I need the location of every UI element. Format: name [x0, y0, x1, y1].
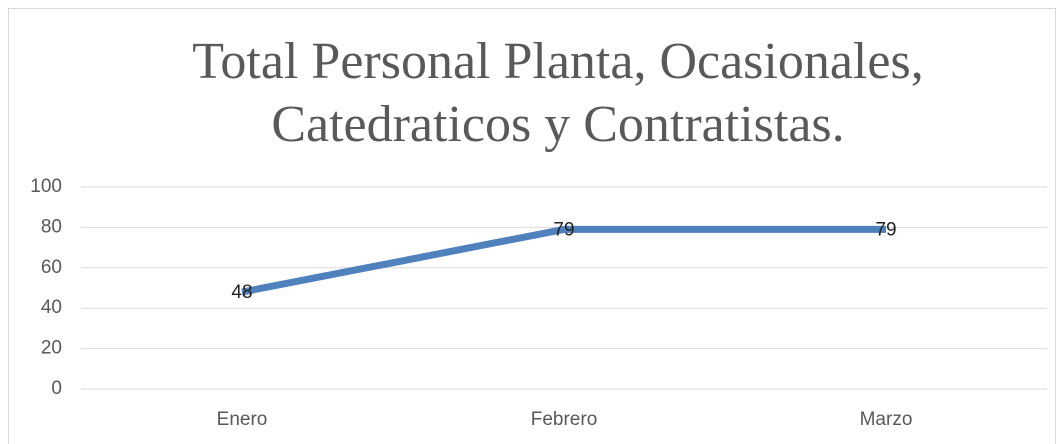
data-label: 48: [231, 282, 252, 303]
y-tick-label: 100: [30, 176, 62, 197]
data-label: 79: [875, 219, 896, 240]
line-series: [241, 225, 886, 296]
data-label: 79: [553, 219, 574, 240]
y-tick-label: 0: [51, 378, 62, 399]
chart-border: [8, 8, 1056, 444]
y-tick-label: 40: [41, 297, 62, 318]
y-tick-label: 20: [41, 338, 62, 359]
x-tick-label: Febrero: [531, 409, 598, 430]
y-tick-label: 80: [41, 216, 62, 237]
x-tick-label: Enero: [217, 409, 268, 430]
y-tick-label: 60: [41, 257, 62, 278]
x-tick-label: Marzo: [860, 409, 913, 430]
chart-title: Total Personal Planta, Ocasionales, Cate…: [192, 33, 924, 153]
